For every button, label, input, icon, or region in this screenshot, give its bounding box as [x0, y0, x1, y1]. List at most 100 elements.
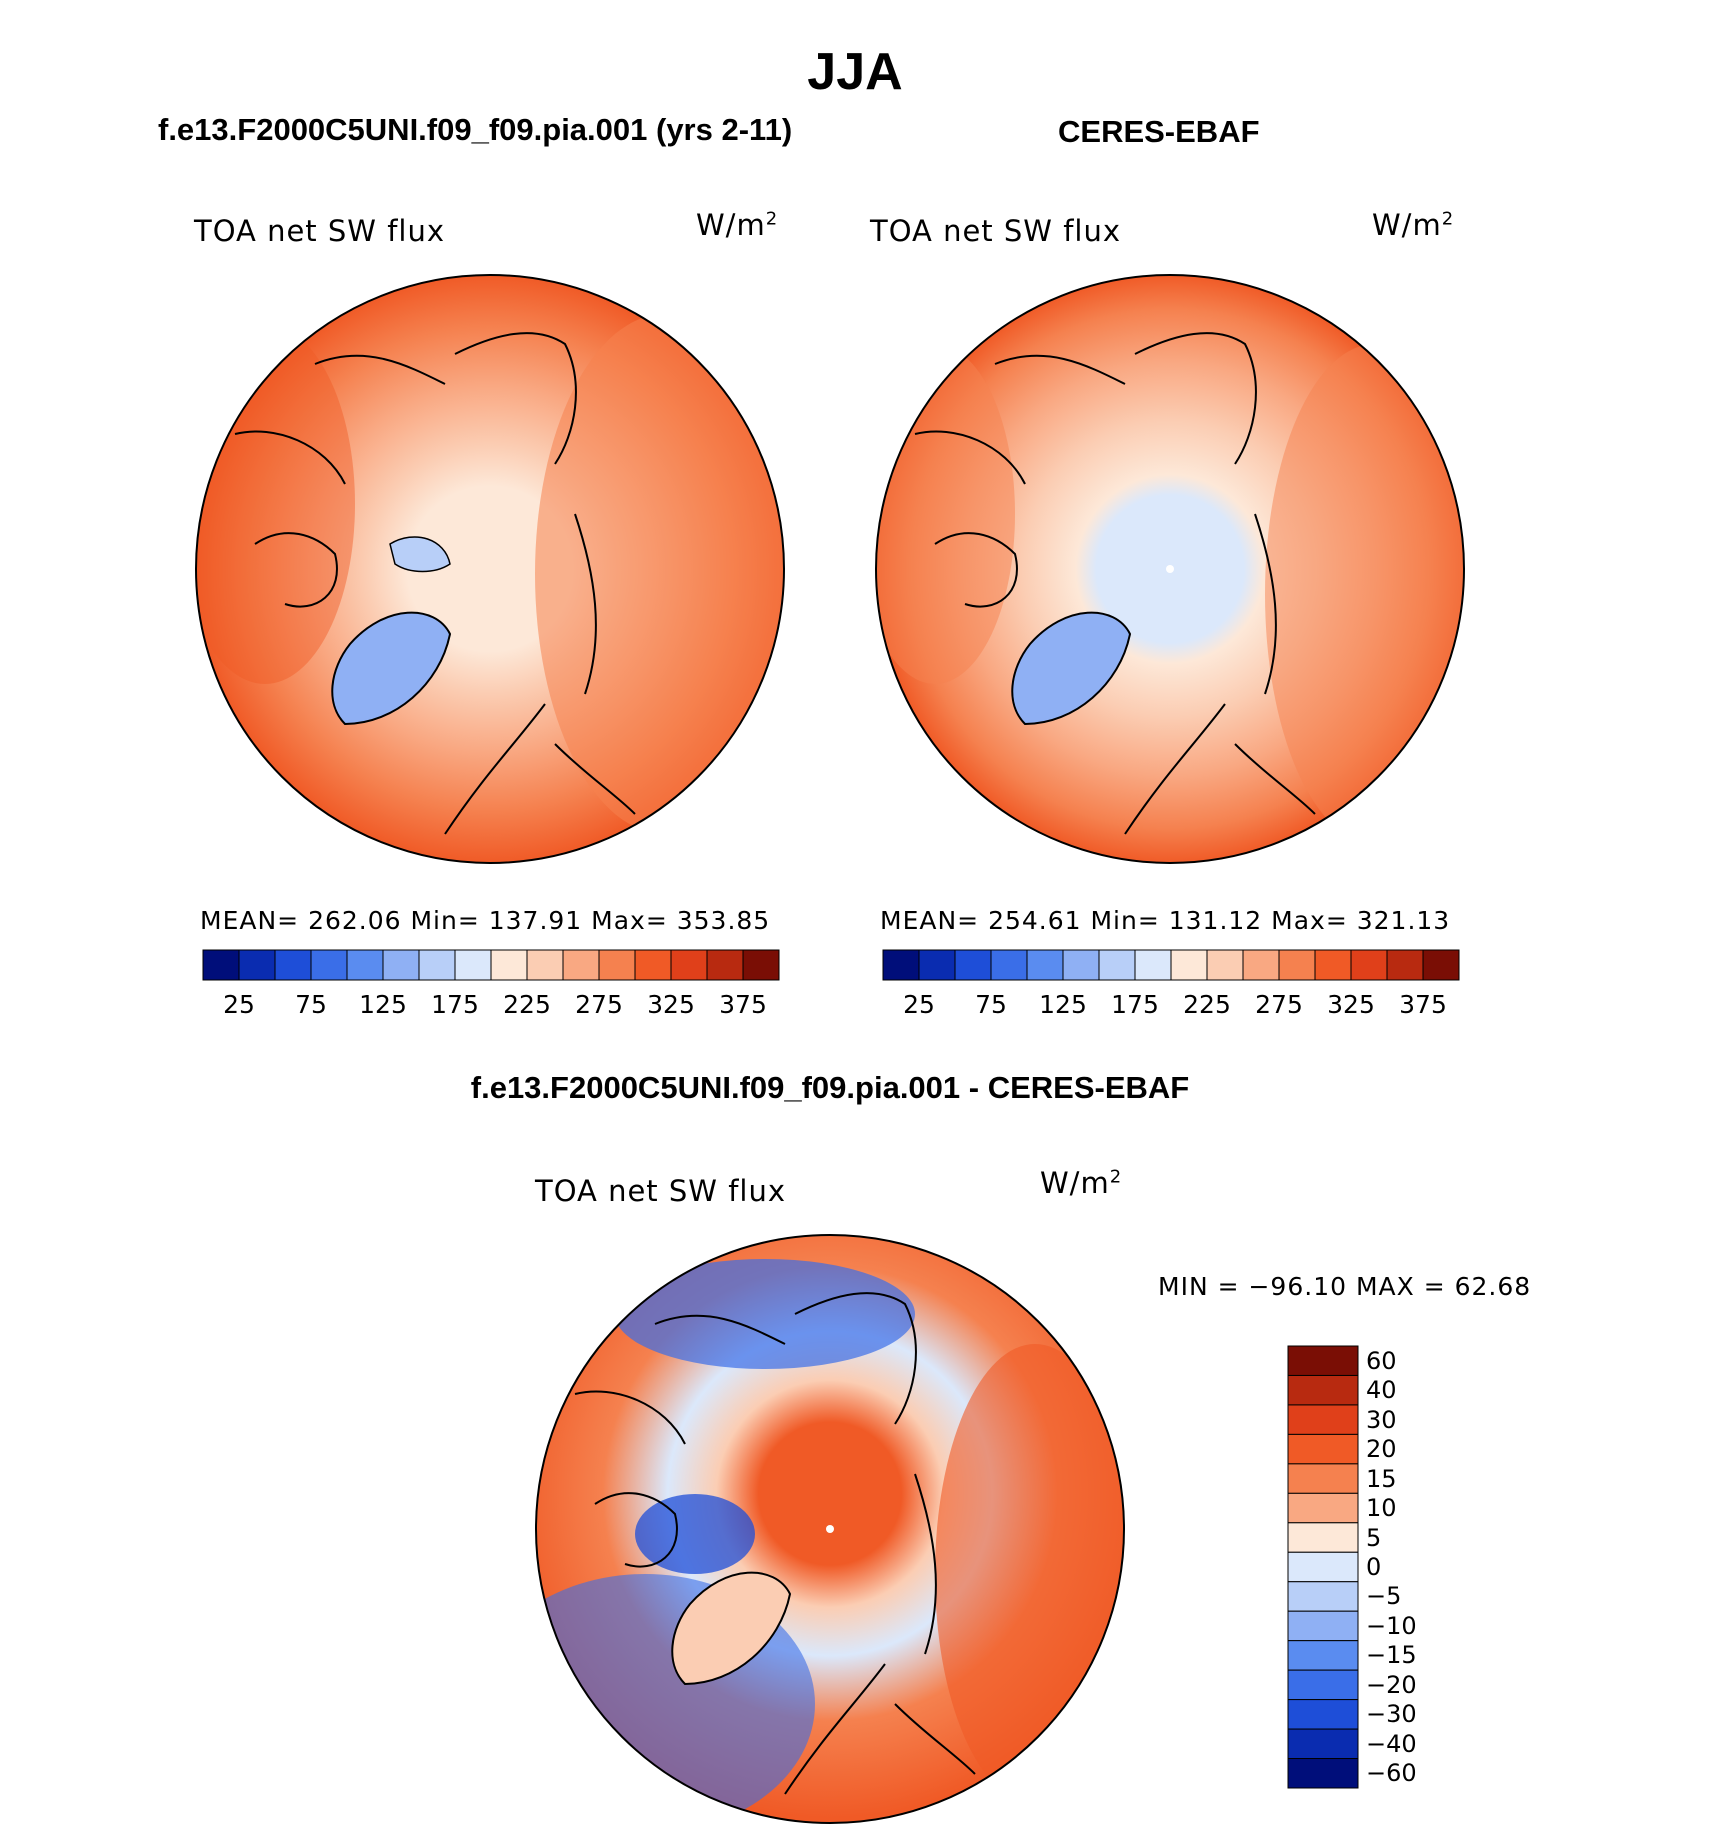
left-stats: MEAN= 262.06 Min= 137.91 Max= 353.85 [200, 906, 771, 935]
colorbar-tick-label: 375 [1399, 990, 1447, 1019]
colorbar-bin [1206, 949, 1244, 981]
colorbar-bin [1314, 949, 1352, 981]
colorbar-tick-label: 30 [1366, 1405, 1397, 1434]
colorbar-tick-label: 5 [1366, 1523, 1382, 1552]
colorbar-tick-label: −10 [1366, 1611, 1417, 1640]
colorbar-tick-label: 375 [719, 990, 767, 1019]
colorbar-bin [634, 949, 672, 981]
left-variable-label: TOA net SW flux [194, 214, 446, 248]
diff-variable-label: TOA net SW flux [535, 1174, 787, 1208]
colorbar-bin [706, 949, 744, 981]
diff-colorbar [1287, 1345, 1359, 1789]
colorbar-bin [346, 949, 384, 981]
colorbar-bin [1287, 1345, 1359, 1376]
colorbar-tick-label: 75 [295, 990, 327, 1019]
colorbar-bin [990, 949, 1028, 981]
diff-polar-map [535, 1234, 1125, 1824]
left-polar-map [195, 274, 785, 864]
colorbar-bin [490, 949, 528, 981]
colorbar-bin [526, 949, 564, 981]
colorbar-tick-label: 125 [1039, 990, 1087, 1019]
colorbar-tick-label: 75 [975, 990, 1007, 1019]
colorbar-tick-label: 125 [359, 990, 407, 1019]
right-polar-map [875, 274, 1465, 864]
colorbar-bin [1287, 1610, 1359, 1642]
colorbar-tick-label: 225 [1183, 990, 1231, 1019]
colorbar-bin [274, 949, 312, 981]
colorbar-bin [1287, 1699, 1359, 1730]
colorbar-tick-label: 175 [1111, 990, 1159, 1019]
colorbar-bin [1278, 949, 1316, 981]
colorbar-tick-label: −15 [1366, 1641, 1417, 1670]
colorbar-bin [1287, 1433, 1359, 1465]
colorbar-bin [382, 949, 420, 981]
diff-units-label: W/m2 [1040, 1166, 1123, 1200]
colorbar-bin [454, 949, 492, 981]
colorbar-bin [1098, 949, 1136, 981]
right-variable-label: TOA net SW flux [870, 214, 1122, 248]
colorbar-tick-label: 20 [1366, 1435, 1397, 1464]
colorbar-bin [562, 949, 600, 981]
colorbar-bin [670, 949, 708, 981]
colorbar-bin [1386, 949, 1424, 981]
colorbar-tick-label: 25 [223, 990, 255, 1019]
colorbar-bin [418, 949, 456, 981]
colorbar-tick-label: 275 [575, 990, 623, 1019]
colorbar-bin [202, 949, 240, 981]
colorbar-tick-label: −5 [1366, 1582, 1402, 1611]
colorbar-tick-label: 10 [1366, 1494, 1397, 1523]
colorbar-tick-label: −20 [1366, 1670, 1417, 1699]
colorbar-tick-label: −60 [1366, 1759, 1417, 1788]
colorbar-bin [1287, 1374, 1359, 1406]
colorbar-tick-label: 275 [1255, 990, 1303, 1019]
diff-colorbar-ticks: 60 40 30 20 15 10 5 0 −5 −10 −15 −20 −30 −40 −60 [1366, 1346, 1466, 1788]
colorbar-bin [1287, 1640, 1359, 1671]
colorbar-bin [1287, 1463, 1359, 1494]
colorbar-bin [1062, 949, 1100, 981]
right-colorbar-ticks: 25 75 125 175 225 275 325 375 [883, 990, 1459, 1020]
right-colorbar [882, 949, 1460, 981]
colorbar-bin [1170, 949, 1208, 981]
colorbar-bin [882, 949, 920, 981]
left-case-title: f.e13.F2000C5UNI.f09_f09.pia.001 (yrs 2-… [158, 112, 793, 147]
colorbar-bin [238, 949, 276, 981]
colorbar-bin [1287, 1404, 1359, 1435]
colorbar-bin [1287, 1581, 1359, 1612]
colorbar-tick-label: 325 [647, 990, 695, 1019]
colorbar-bin [1287, 1522, 1359, 1553]
left-units-label: W/m2 [696, 208, 779, 242]
colorbar-bin [918, 949, 956, 981]
colorbar-bin [1287, 1551, 1359, 1583]
colorbar-bin [1287, 1758, 1359, 1789]
colorbar-bin [1287, 1669, 1359, 1701]
page-title: JJA [807, 43, 903, 101]
right-stats: MEAN= 254.61 Min= 131.12 Max= 321.13 [880, 906, 1451, 935]
diff-minmax: MIN = −96.10 MAX = 62.68 [1158, 1272, 1532, 1301]
colorbar-bin [1287, 1728, 1359, 1760]
colorbar-bin [1026, 949, 1064, 981]
colorbar-tick-label: 15 [1366, 1464, 1397, 1493]
right-units-label: W/m2 [1372, 208, 1455, 242]
colorbar-bin [954, 949, 992, 981]
left-colorbar [202, 949, 780, 981]
colorbar-bin [1350, 949, 1388, 981]
colorbar-tick-label: −30 [1366, 1700, 1417, 1729]
colorbar-bin [598, 949, 636, 981]
colorbar-tick-label: 25 [903, 990, 935, 1019]
colorbar-tick-label: 40 [1366, 1376, 1397, 1405]
colorbar-bin [1422, 949, 1460, 981]
colorbar-tick-label: 175 [431, 990, 479, 1019]
colorbar-bin [1242, 949, 1280, 981]
colorbar-tick-label: −40 [1366, 1729, 1417, 1758]
diff-case-title: f.e13.F2000C5UNI.f09_f09.pia.001 - CERES… [470, 1070, 1190, 1105]
colorbar-bin [1287, 1492, 1359, 1524]
colorbar-tick-label: 0 [1366, 1553, 1382, 1581]
colorbar-bin [742, 949, 780, 981]
colorbar-tick-label: 60 [1366, 1346, 1397, 1375]
colorbar-tick-label: 325 [1327, 990, 1375, 1019]
left-colorbar-ticks: 25 75 125 175 225 275 325 375 [203, 990, 779, 1020]
colorbar-bin [310, 949, 348, 981]
colorbar-tick-label: 225 [503, 990, 551, 1019]
colorbar-bin [1134, 949, 1172, 981]
right-case-title: CERES-EBAF [1058, 114, 1260, 149]
